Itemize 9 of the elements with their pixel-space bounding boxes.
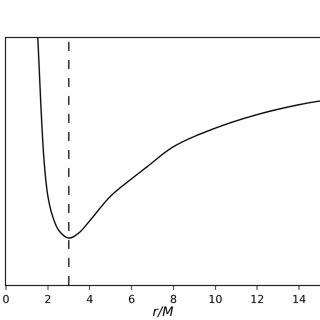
x-tick-label: 2 [44, 293, 52, 306]
x-axis-title: r/M [152, 305, 174, 320]
x-tick-label: 8 [170, 293, 177, 306]
x-tick-label: 10 [208, 293, 222, 306]
x-tick-label: 12 [250, 293, 264, 306]
x-tick-label: 4 [86, 293, 94, 306]
x-tick-label: 14 [292, 293, 306, 306]
x-tick-label: 0 [2, 293, 10, 306]
x-tick-label: 6 [128, 293, 136, 306]
